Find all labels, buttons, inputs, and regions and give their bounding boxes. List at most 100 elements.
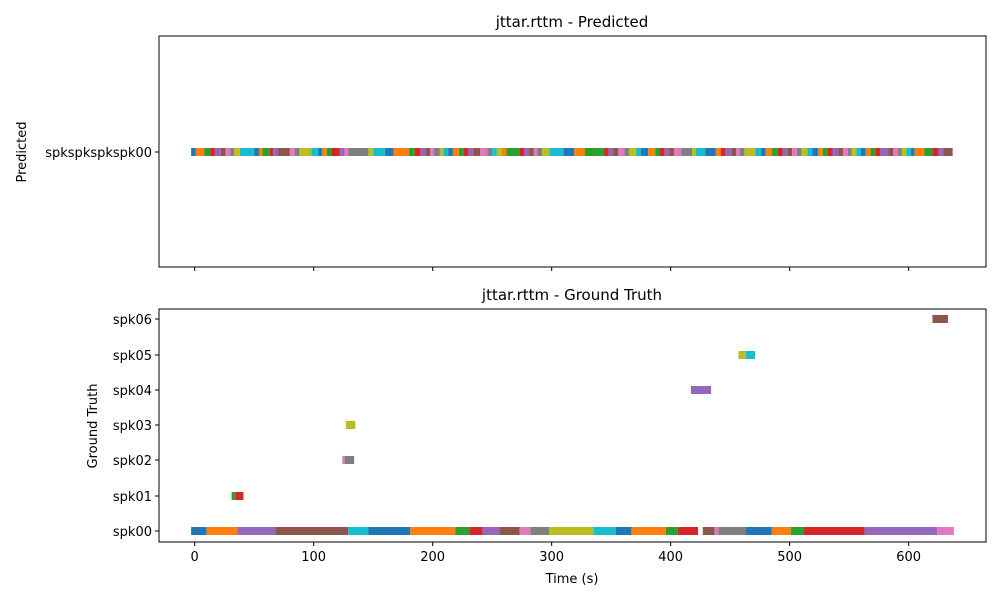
predicted-segment xyxy=(624,148,630,156)
predicted-segment xyxy=(542,148,550,156)
predicted-segment xyxy=(254,148,259,156)
predicted-segment xyxy=(725,148,732,156)
ground-truth-segment xyxy=(714,527,719,535)
predicted-segment xyxy=(807,148,813,156)
predicted-segment xyxy=(720,148,726,156)
predicted-segment xyxy=(938,148,944,156)
ground-truth-segment xyxy=(410,527,456,535)
ground-truth-segment xyxy=(771,527,791,535)
predicted-segment xyxy=(761,148,766,156)
predicted-segment xyxy=(664,148,670,156)
predicted-segment xyxy=(414,148,421,156)
x-tick-label: 400 xyxy=(658,550,683,565)
ground-truth-segments xyxy=(191,315,954,535)
predicted-segment xyxy=(659,148,665,156)
ground-truth-ylabel: Ground Truth xyxy=(86,384,101,469)
ground-truth-segment xyxy=(519,527,531,535)
ground-truth-segment xyxy=(191,527,207,535)
ground-truth-segment xyxy=(275,527,349,535)
predicted-segment xyxy=(911,148,915,156)
ground-truth-segment xyxy=(702,527,715,535)
predicted-segment xyxy=(233,148,240,156)
y-tick-label: spk03 xyxy=(113,419,152,434)
predicted-segments xyxy=(191,148,953,156)
predicted-x-ticks xyxy=(194,267,910,271)
predicted-segment xyxy=(458,148,464,156)
predicted-ylabel: Predicted xyxy=(15,121,30,182)
x-tick-label: 200 xyxy=(420,550,445,565)
predicted-segment xyxy=(838,148,844,156)
predicted-segment xyxy=(655,148,660,156)
predicted-segment xyxy=(393,148,409,156)
ground-truth-segment xyxy=(932,315,948,323)
predicted-segment xyxy=(277,148,290,156)
predicted-segment xyxy=(239,148,255,156)
ground-truth-title: jttar.rttm - Ground Truth xyxy=(481,286,662,304)
ground-truth-segment xyxy=(790,527,804,535)
predicted-segment xyxy=(618,148,625,156)
predicted-segment xyxy=(856,148,862,156)
predicted-segment xyxy=(326,148,332,156)
predicted-segment xyxy=(220,148,226,156)
predicted-segment xyxy=(262,148,270,156)
predicted-segment xyxy=(681,148,693,156)
predicted-segment xyxy=(269,148,274,156)
predicted-segment xyxy=(487,148,493,156)
ground-truth-segment xyxy=(615,527,632,535)
ground-truth-segment xyxy=(499,527,520,535)
predicted-segment xyxy=(897,148,902,156)
predicted-segment xyxy=(230,148,234,156)
predicted-segment xyxy=(385,148,394,156)
predicted-segment xyxy=(636,148,641,156)
predicted-segment xyxy=(322,148,327,156)
predicted-segment xyxy=(705,148,716,156)
predicted-plot-frame xyxy=(158,35,987,268)
x-tick-label: 0 xyxy=(191,550,199,565)
predicted-segment xyxy=(191,148,196,156)
predicted-segment xyxy=(195,148,205,156)
predicted-segment xyxy=(529,148,534,156)
ground-truth-segment xyxy=(368,527,411,535)
ground-truth-segment xyxy=(469,527,483,535)
predicted-segment xyxy=(782,148,788,156)
predicted-segment xyxy=(731,148,737,156)
predicted-segment xyxy=(906,148,912,156)
x-tick-label: 500 xyxy=(777,550,802,565)
y-tick-label: spk04 xyxy=(113,384,152,399)
predicted-segment xyxy=(524,148,530,156)
predicted-segment xyxy=(480,148,488,156)
ground-truth-segment xyxy=(231,492,236,500)
ground-truth-segment xyxy=(745,351,756,359)
predicted-segment xyxy=(604,148,609,156)
ground-truth-segment xyxy=(593,527,616,535)
predicted-segment xyxy=(344,148,349,156)
predicted-segment xyxy=(574,148,585,156)
x-axis-label: Time (s) xyxy=(545,572,599,587)
ground-truth-segment xyxy=(344,456,355,464)
predicted-segment xyxy=(420,148,426,156)
ground-truth-panel: jttar.rttm - Ground Truth Ground Truth T… xyxy=(86,286,987,587)
x-tick-label: 600 xyxy=(896,550,921,565)
y-tick-label: spk06 xyxy=(113,313,152,328)
predicted-segment xyxy=(755,148,762,156)
predicted-segment xyxy=(629,148,637,156)
predicted-segment xyxy=(875,148,881,156)
predicted-segment xyxy=(443,148,449,156)
predicted-segment xyxy=(843,148,848,156)
ground-truth-segment xyxy=(348,527,369,535)
predicted-segment xyxy=(533,148,538,156)
ground-truth-segment xyxy=(738,351,746,359)
ground-truth-segment xyxy=(237,527,276,535)
ground-truth-segment xyxy=(549,527,594,535)
predicted-segment xyxy=(348,148,369,156)
predicted-segment xyxy=(777,148,783,156)
y-tick-label: spk00 xyxy=(113,525,152,540)
predicted-segment xyxy=(888,148,894,156)
predicted-segment xyxy=(501,148,507,156)
predicted-segment xyxy=(225,148,231,156)
predicted-segment xyxy=(870,148,876,156)
predicted-segment xyxy=(932,148,939,156)
predicted-segment xyxy=(822,148,828,156)
predicted-segment xyxy=(801,148,808,156)
